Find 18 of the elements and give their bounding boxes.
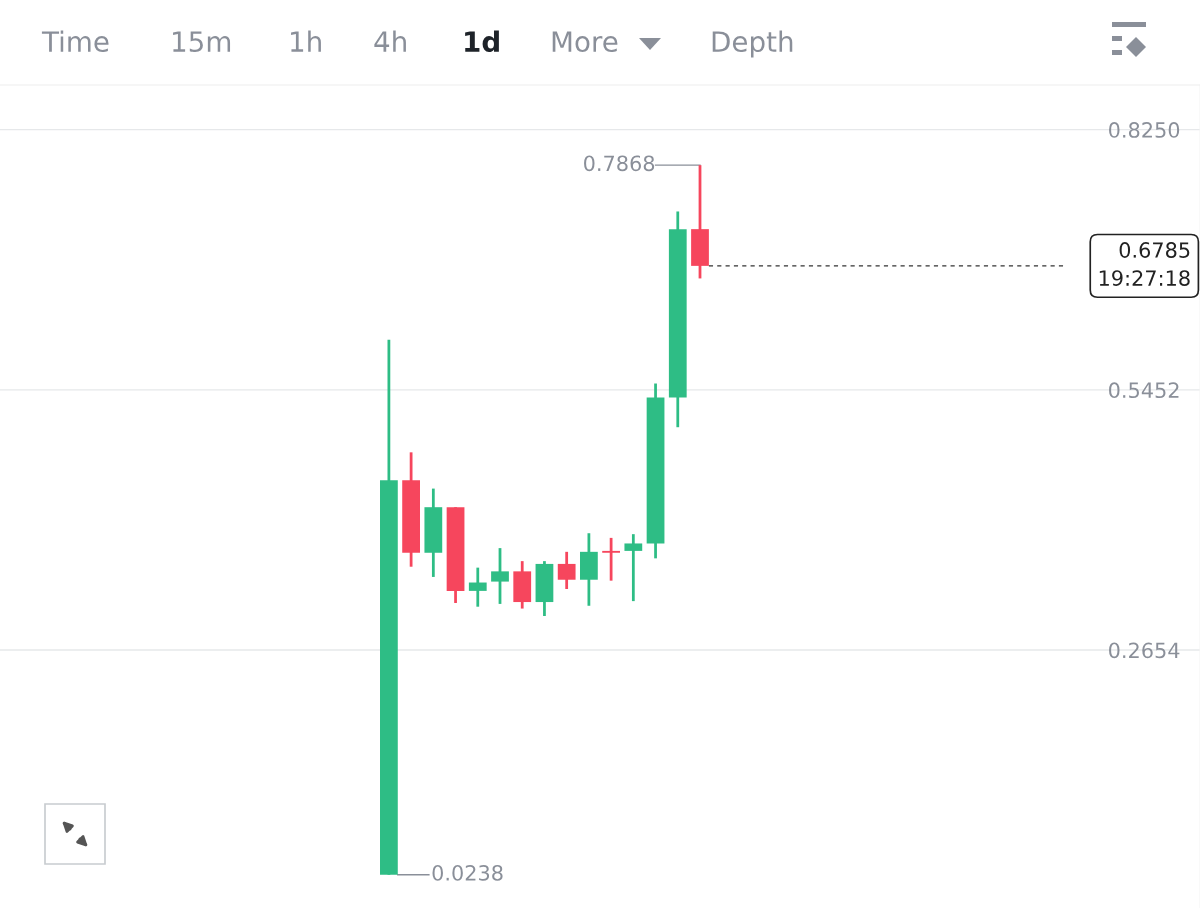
y-tick-label: 0.8250 (1109, 122, 1180, 138)
text: More (552, 31, 618, 53)
text: 1h (291, 30, 321, 52)
candlestick (624, 532, 643, 603)
candlestick (602, 536, 620, 583)
annotation: 0.0238 (432, 864, 503, 881)
text: Depth (712, 30, 793, 58)
text: 4h (374, 30, 406, 52)
text: 1d (465, 30, 499, 53)
candlestick (557, 550, 576, 591)
text: Time (41, 30, 109, 53)
candlestick (468, 566, 487, 609)
y-tick-label: 0.2654 (1109, 642, 1180, 659)
annotation: 0.7868 (584, 155, 655, 172)
ref-line-label: 0.6785 19:27:18 (1099, 242, 1190, 286)
text: 15m (173, 31, 231, 53)
candlestick (491, 546, 509, 606)
y-tick-label: 0.5452 (1109, 382, 1179, 399)
